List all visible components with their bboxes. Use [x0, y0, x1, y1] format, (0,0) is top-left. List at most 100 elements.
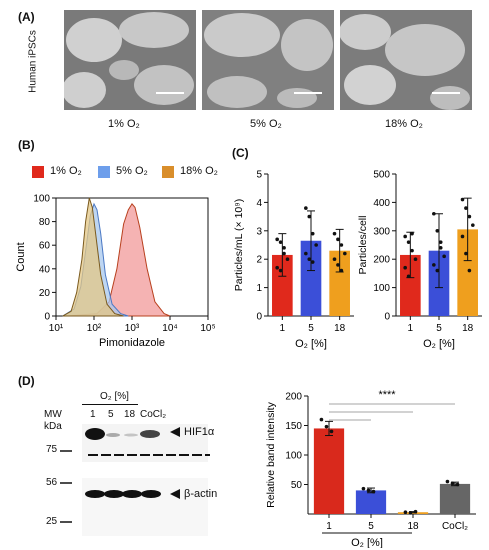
significance-annotation: **** — [378, 389, 396, 401]
panel-c-label: (C) — [232, 146, 249, 160]
micrograph-2 — [202, 10, 334, 110]
data-point — [464, 251, 468, 256]
y-axis-label: Count — [15, 242, 27, 271]
x-tick-label: 10³ — [125, 323, 140, 334]
y-tick-label: 100 — [285, 451, 302, 462]
data-point — [310, 260, 315, 264]
data-point — [304, 206, 308, 210]
micrograph-2-caption: 5% O₂ — [250, 118, 282, 130]
data-point — [339, 243, 344, 247]
data-point — [336, 237, 340, 242]
data-point — [324, 424, 329, 429]
x-axis-label: O₂ [%] — [351, 537, 383, 548]
flow-histogram: 0 20 40 60 80 100 10¹ 10² 10³ 10⁴ 10⁵ Pimonidazole C… — [15, 194, 215, 350]
data-point — [410, 231, 414, 236]
y-axis-label: Particles/mL (× 10⁹) — [233, 199, 245, 292]
x-axis-label: Pimonidazole — [99, 337, 165, 349]
x-tick-label: 10² — [87, 323, 102, 334]
data-point — [278, 240, 283, 244]
marker-56-label: 56 — [46, 477, 58, 488]
data-point — [467, 214, 472, 219]
y-tick-label: 100 — [33, 194, 50, 205]
data-point — [442, 254, 446, 259]
micrograph-1-caption: 1% O₂ — [108, 118, 140, 130]
band-actin-lane3 — [122, 490, 142, 498]
arrow-hif1a-icon — [170, 427, 180, 437]
data-point — [282, 251, 286, 256]
legend-swatch-2 — [98, 166, 110, 178]
y-tick-label: 200 — [373, 255, 390, 266]
bar-1 — [272, 254, 293, 316]
data-point — [460, 197, 465, 202]
data-point — [332, 257, 337, 261]
panel-a-label: (A) — [18, 10, 35, 24]
x-tick-label: 10⁵ — [200, 323, 215, 334]
x-tick-label: 18 — [334, 323, 346, 334]
micrograph-2-texture — [202, 10, 334, 110]
y-tick-label: 80 — [39, 217, 51, 228]
x-tick-label: 5 — [368, 521, 374, 532]
bar-3 — [457, 229, 478, 316]
data-point — [307, 214, 312, 219]
lane-label-1: 1 — [90, 409, 96, 420]
chart-particles-per-ml: 0 1 2 3 4 5 1 5 18 O₂ [%] Particles/mL (× 10⁹) — [233, 170, 354, 350]
legend-label-3: 18% O₂ — [180, 165, 218, 177]
data-point — [310, 231, 315, 236]
band-actin-lane2 — [104, 490, 124, 498]
data-point — [460, 234, 465, 239]
band-actin-lane4 — [141, 490, 161, 498]
bar-1 — [400, 254, 421, 316]
x-tick-label: 10¹ — [49, 323, 64, 334]
scale-bar — [432, 92, 460, 94]
x-tick-label: 10⁴ — [162, 323, 177, 334]
bar-4 — [439, 483, 471, 514]
marker-75-label: 75 — [46, 444, 58, 455]
panel-b-label: (B) — [18, 138, 35, 152]
bar-3 — [329, 250, 350, 316]
x-axis-label: O₂ [%] — [295, 338, 327, 350]
scale-bar — [294, 92, 322, 94]
y-tick-label: 20 — [39, 288, 51, 299]
x-tick-label: 1 — [408, 323, 414, 334]
actin-blot — [60, 478, 208, 536]
y-axis-label: Relative band intensity — [265, 401, 277, 507]
y-tick-label: 200 — [285, 392, 302, 403]
data-point — [408, 511, 413, 515]
y-tick-label: 3 — [256, 226, 262, 237]
y-tick-label: 60 — [39, 241, 51, 252]
data-point — [410, 248, 414, 253]
data-point — [282, 246, 286, 250]
micrograph-1-texture — [64, 10, 196, 110]
data-point — [467, 268, 472, 273]
x-axis-label: O₂ [%] — [423, 338, 455, 350]
kda-label: kDa — [44, 421, 62, 432]
data-point — [413, 509, 418, 514]
legend-swatch-3 — [162, 166, 174, 178]
y-tick-label: 100 — [373, 283, 390, 294]
x-tick-label: 5 — [436, 323, 442, 334]
data-point — [361, 486, 366, 491]
x-tick-label: CoCl₂ — [442, 521, 468, 532]
data-point — [450, 481, 455, 486]
data-point — [432, 263, 436, 267]
band-hif1a-lane3 — [124, 433, 138, 437]
x-tick-label: 5 — [308, 323, 314, 334]
data-point — [329, 429, 334, 434]
bar-2 — [300, 240, 322, 316]
hif1a-blot — [60, 424, 210, 462]
legend-swatch-1 — [32, 166, 44, 178]
y-tick-label: 0 — [44, 312, 50, 323]
y-tick-label: 50 — [291, 480, 303, 491]
micrograph-3 — [340, 10, 472, 110]
band-hif1a-lane1 — [85, 428, 105, 440]
histogram-series-3 — [62, 197, 124, 317]
blot-o2-underline — [82, 404, 138, 405]
y-tick-label: 400 — [373, 198, 390, 209]
x-tick-label: 18 — [462, 323, 474, 334]
y-tick-label: 500 — [373, 170, 390, 181]
data-point — [314, 243, 318, 247]
data-point — [435, 229, 440, 233]
y-axis-label: Particles/cell — [357, 216, 369, 275]
micrograph-3-texture — [340, 10, 472, 110]
y-tick-label: 0 — [384, 312, 390, 323]
